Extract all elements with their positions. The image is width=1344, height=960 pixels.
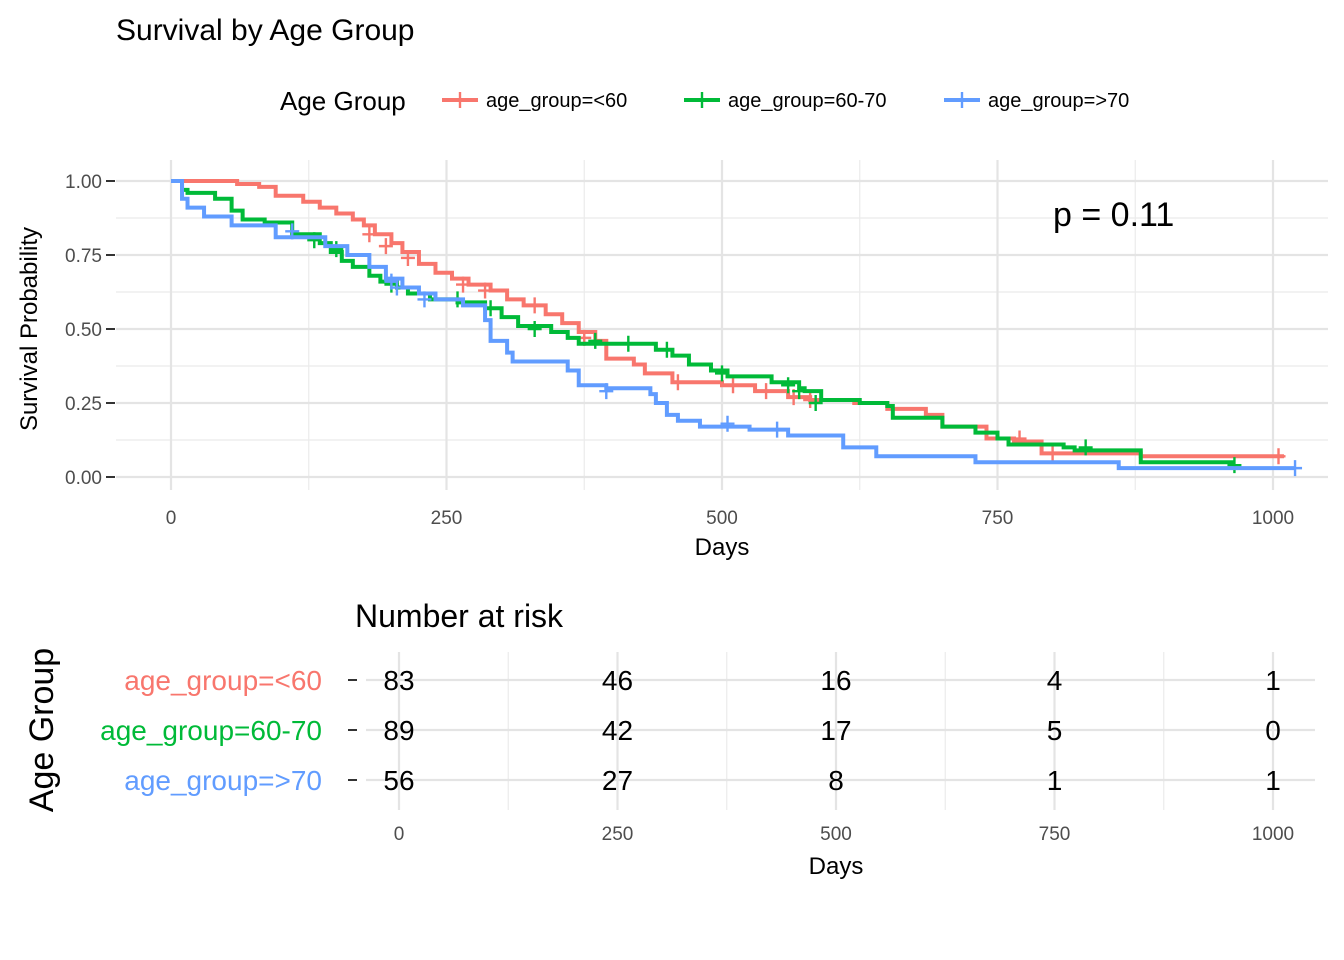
risk-row-label: age_group=<60 (124, 665, 322, 696)
censor-mark (1271, 448, 1286, 465)
x-tick-label: 250 (431, 508, 463, 529)
risk-table: age_group=<60 83 46 16 4 1 age_group=60-70 89 42… (100, 652, 1315, 845)
risk-x-tick-label: 250 (602, 824, 634, 845)
censor-mark (478, 282, 493, 299)
x-tick-label: 750 (982, 508, 1014, 529)
y-axis-label: Survival Probability (16, 227, 43, 431)
x-tick-label: 0 (166, 508, 177, 529)
risk-count: 1 (1265, 765, 1281, 796)
survival-plot: 0 250 500 750 1000 0.00 0.25 0.50 0.75 1.00 (65, 160, 1328, 529)
risk-x-tick-label: 750 (1039, 824, 1071, 845)
risk-table-title: Number at risk (355, 598, 564, 634)
risk-table-x-axis-label: Days (809, 853, 864, 880)
censor-mark (1045, 445, 1060, 462)
y-tick-label: 1.00 (65, 172, 102, 193)
y-tick-label: 0.00 (65, 468, 102, 489)
censor-mark (1078, 439, 1093, 456)
y-tick-label: 0.75 (65, 246, 102, 267)
legend-item-label: age_group=60-70 (728, 90, 886, 112)
censor-mark (726, 377, 741, 394)
risk-count: 42 (602, 715, 633, 746)
risk-count: 8 (828, 765, 844, 796)
censor-mark (659, 341, 674, 358)
censor-mark (621, 335, 636, 352)
survival-curves (171, 179, 1303, 477)
survival-curve-series-1 (171, 179, 1235, 465)
censor-mark (670, 374, 685, 391)
p-value-annotation: p = 0.11 (1053, 196, 1174, 234)
risk-row-label: age_group=60-70 (100, 715, 322, 746)
censor-mark (781, 377, 796, 394)
censor-mark (808, 395, 823, 411)
risk-count: 16 (820, 665, 851, 696)
legend-title: Age Group (280, 86, 406, 116)
censor-mark (389, 279, 404, 296)
risk-count: 1 (1265, 665, 1281, 696)
risk-count: 0 (1265, 715, 1281, 746)
risk-x-tick-label: 1000 (1252, 824, 1294, 845)
censor-mark (417, 291, 432, 308)
legend: Age Group age_group=<60 age_group=60-70 ag… (280, 86, 1129, 116)
censor-mark (759, 383, 774, 400)
censor-mark (599, 383, 614, 400)
chart-title: Survival by Age Group (116, 14, 415, 47)
risk-count: 5 (1047, 715, 1063, 746)
censor-mark (307, 232, 322, 249)
x-tick-label: 500 (706, 508, 738, 529)
censor-mark (285, 223, 300, 240)
censor-mark (720, 415, 735, 432)
censor-mark (400, 249, 415, 266)
x-tick-label: 1000 (1252, 508, 1294, 529)
censor-mark (715, 365, 729, 382)
censor-mark (770, 421, 785, 438)
risk-count: 83 (383, 665, 414, 696)
risk-count: 46 (602, 665, 633, 696)
censor-mark (792, 383, 807, 400)
y-tick-label: 0.25 (65, 394, 102, 415)
censor-mark (362, 226, 377, 243)
x-axis-label: Days (695, 534, 750, 561)
risk-count: 89 (383, 715, 414, 746)
censor-mark (1227, 457, 1242, 474)
plot-grid (116, 160, 1328, 490)
legend-item-label: age_group=<60 (486, 90, 627, 112)
censor-mark (329, 241, 344, 258)
risk-x-tick-label: 500 (820, 824, 852, 845)
risk-table-y-axis-label: Age Group (23, 648, 61, 812)
censor-mark (1288, 460, 1303, 477)
censor-mark (527, 297, 542, 314)
censor-mark (456, 276, 471, 293)
risk-count: 1 (1047, 765, 1063, 796)
risk-count: 27 (602, 765, 633, 796)
censor-mark (527, 321, 542, 337)
survival-curve-series-2 (171, 179, 1296, 471)
y-tick-label: 0.50 (65, 320, 102, 341)
censor-mark (588, 332, 603, 349)
risk-count: 17 (820, 715, 851, 746)
censor-mark (378, 238, 393, 255)
plot-axes: 0 250 500 750 1000 0.00 0.25 0.50 0.75 1.00 (65, 172, 1294, 529)
risk-count: 4 (1047, 665, 1063, 696)
legend-item-label: age_group=>70 (988, 90, 1129, 112)
risk-x-tick-label: 0 (394, 824, 405, 845)
risk-count: 56 (383, 765, 414, 796)
risk-row-label: age_group=>70 (124, 765, 322, 796)
